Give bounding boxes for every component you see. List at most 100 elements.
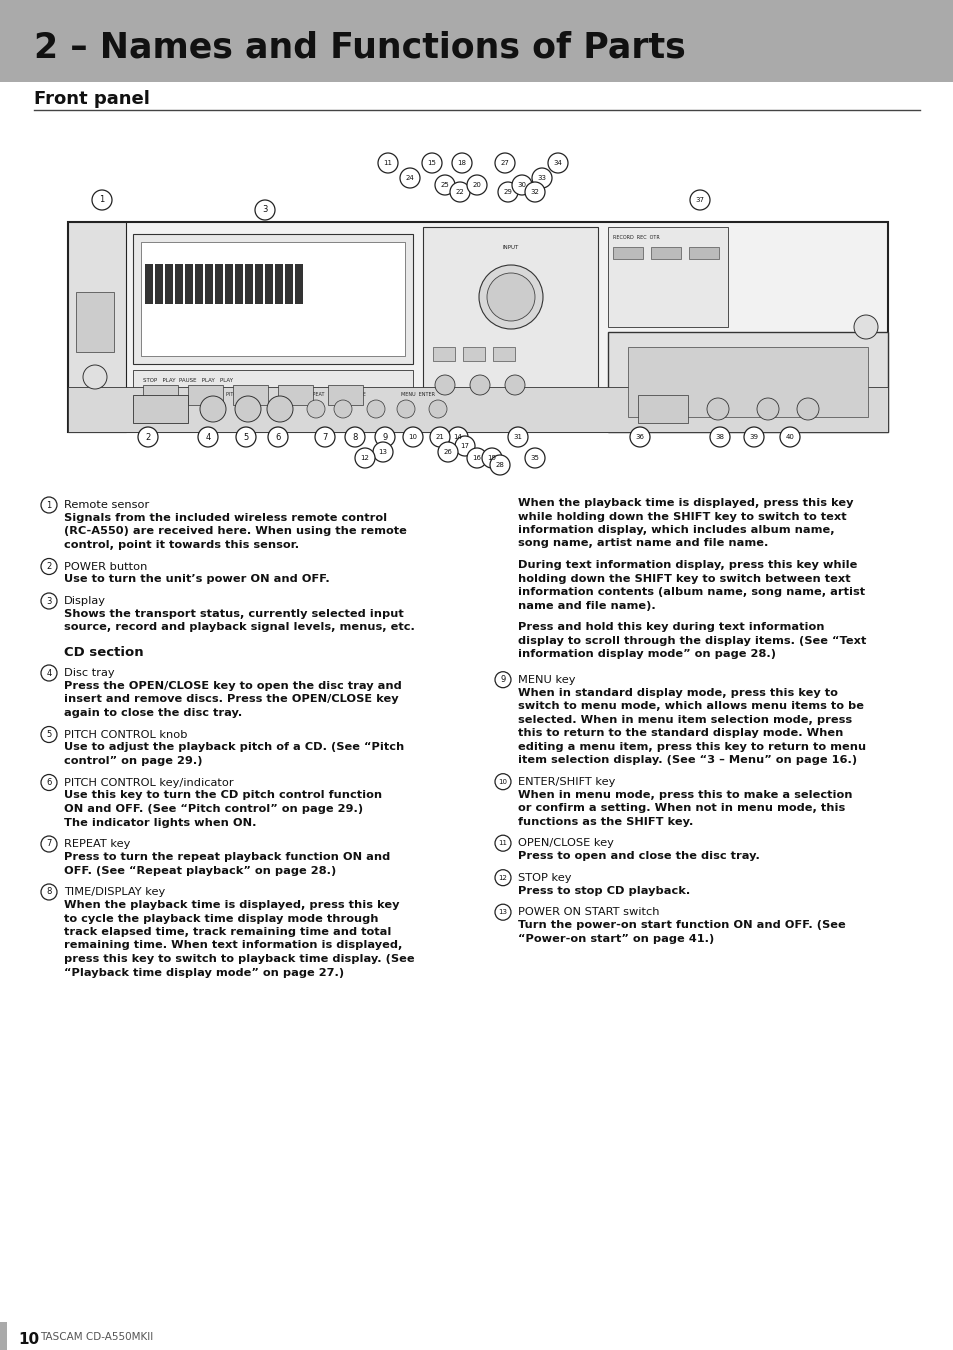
Text: MONITOR        PHONES: MONITOR PHONES: [709, 392, 765, 397]
Text: 39: 39: [749, 433, 758, 440]
Text: again to close the disc tray.: again to close the disc tray.: [64, 707, 242, 718]
Circle shape: [437, 441, 457, 462]
Bar: [225, 265, 233, 304]
Text: Press the OPEN/CLOSE key to open the disc tray and: Press the OPEN/CLOSE key to open the dis…: [64, 680, 401, 691]
Bar: [265, 265, 273, 304]
Text: press this key to switch to playback time display. (See: press this key to switch to playback tim…: [64, 954, 415, 964]
Text: 3: 3: [262, 205, 268, 215]
Text: 18: 18: [457, 161, 466, 166]
Text: insert and remove discs. Press the OPEN/CLOSE key: insert and remove discs. Press the OPEN/…: [64, 694, 398, 705]
Circle shape: [481, 448, 501, 468]
Text: 14: 14: [453, 433, 462, 440]
Text: REMOTE
SENSOR: REMOTE SENSOR: [85, 319, 105, 329]
Circle shape: [198, 427, 218, 447]
Circle shape: [430, 427, 450, 447]
Text: information contents (album name, song name, artist: information contents (album name, song n…: [517, 587, 864, 597]
Bar: [245, 265, 253, 304]
Text: ENTER/SHIFT key: ENTER/SHIFT key: [517, 776, 615, 787]
Text: 21: 21: [436, 433, 444, 440]
Text: TIME/DISPLAY key: TIME/DISPLAY key: [64, 887, 165, 896]
Circle shape: [41, 836, 57, 852]
Circle shape: [547, 153, 567, 173]
Circle shape: [254, 200, 274, 220]
Text: switch to menu mode, which allows menu items to be: switch to menu mode, which allows menu i…: [517, 701, 863, 711]
Text: 22: 22: [456, 189, 464, 194]
Text: Turn the power-on start function ON and OFF. (See: Turn the power-on start function ON and …: [517, 921, 845, 930]
Text: 2: 2: [47, 562, 51, 571]
Text: EJECT: EJECT: [655, 406, 670, 412]
Circle shape: [402, 427, 422, 447]
Circle shape: [200, 396, 226, 423]
Text: RECORD  REC  OTR: RECORD REC OTR: [613, 235, 659, 240]
Text: functions as the SHIFT key.: functions as the SHIFT key.: [517, 817, 693, 826]
Bar: [607, 227, 727, 327]
Text: CD section: CD section: [64, 647, 144, 659]
Bar: [613, 247, 642, 259]
Text: Display: Display: [64, 595, 106, 606]
Text: PITCH CONTROL knob: PITCH CONTROL knob: [64, 729, 188, 740]
Bar: [132, 396, 188, 423]
Text: display to scroll through the display items. (See “Text: display to scroll through the display it…: [517, 636, 865, 645]
Text: 20: 20: [472, 182, 481, 188]
Bar: [68, 387, 887, 432]
Text: 2 – Names and Functions of Parts: 2 – Names and Functions of Parts: [34, 31, 685, 65]
Text: 11: 11: [498, 840, 507, 846]
Text: 36: 36: [635, 433, 644, 440]
Text: 37: 37: [695, 197, 703, 202]
Circle shape: [450, 182, 470, 202]
Text: INPUT: INPUT: [502, 244, 518, 250]
Circle shape: [452, 153, 472, 173]
Circle shape: [504, 375, 524, 396]
Text: Use to turn the unit’s power ON and OFF.: Use to turn the unit’s power ON and OFF.: [64, 575, 330, 585]
Text: 26: 26: [443, 450, 452, 455]
Text: 13: 13: [378, 450, 387, 455]
Text: 35: 35: [530, 455, 538, 460]
Circle shape: [507, 427, 527, 447]
Text: 11: 11: [383, 161, 392, 166]
Circle shape: [83, 364, 107, 389]
Text: POWER ON START switch: POWER ON START switch: [517, 907, 659, 917]
Text: 28: 28: [495, 462, 504, 468]
Circle shape: [268, 427, 288, 447]
Circle shape: [41, 884, 57, 900]
Text: source, record and playback signal levels, menus, etc.: source, record and playback signal level…: [64, 622, 415, 633]
Text: 7: 7: [322, 432, 327, 441]
Bar: [154, 265, 163, 304]
Circle shape: [455, 436, 475, 456]
Circle shape: [375, 427, 395, 447]
Bar: [185, 265, 193, 304]
Text: When in menu mode, press this to make a selection: When in menu mode, press this to make a …: [517, 790, 852, 799]
Circle shape: [467, 448, 486, 468]
Text: Shows the transport status, currently selected input: Shows the transport status, currently se…: [64, 609, 403, 620]
Circle shape: [448, 427, 468, 447]
Text: TASCAM CD-A550MKII: TASCAM CD-A550MKII: [40, 1332, 153, 1342]
Bar: [76, 292, 113, 352]
Circle shape: [495, 774, 511, 790]
Circle shape: [41, 775, 57, 791]
Circle shape: [780, 427, 800, 447]
Text: selected. When in menu item selection mode, press: selected. When in menu item selection mo…: [517, 714, 851, 725]
Circle shape: [495, 836, 511, 852]
Text: 4: 4: [205, 432, 211, 441]
Bar: [233, 385, 268, 405]
Text: 25: 25: [440, 182, 449, 188]
Circle shape: [706, 398, 728, 420]
Bar: [0, 0, 953, 82]
Circle shape: [524, 182, 544, 202]
Text: Front panel: Front panel: [34, 90, 150, 108]
Text: 40: 40: [784, 433, 794, 440]
Circle shape: [235, 427, 255, 447]
Text: information display, which includes album name,: information display, which includes albu…: [517, 525, 834, 535]
Text: 12: 12: [360, 455, 369, 460]
Circle shape: [396, 400, 415, 418]
Text: Press to open and close the disc tray.: Press to open and close the disc tray.: [517, 852, 760, 861]
Text: control” on page 29.): control” on page 29.): [64, 756, 202, 765]
Circle shape: [796, 398, 818, 420]
Text: MENU key: MENU key: [517, 675, 575, 684]
Text: (RC-A550) are received here. When using the remote: (RC-A550) are received here. When using …: [64, 526, 406, 536]
Text: Press to turn the repeat playback function ON and: Press to turn the repeat playback functi…: [64, 852, 390, 863]
Text: POWER: POWER: [150, 406, 170, 412]
Bar: [194, 265, 203, 304]
Text: while holding down the SHIFT key to switch to text: while holding down the SHIFT key to swit…: [517, 512, 845, 521]
Bar: [328, 385, 363, 405]
